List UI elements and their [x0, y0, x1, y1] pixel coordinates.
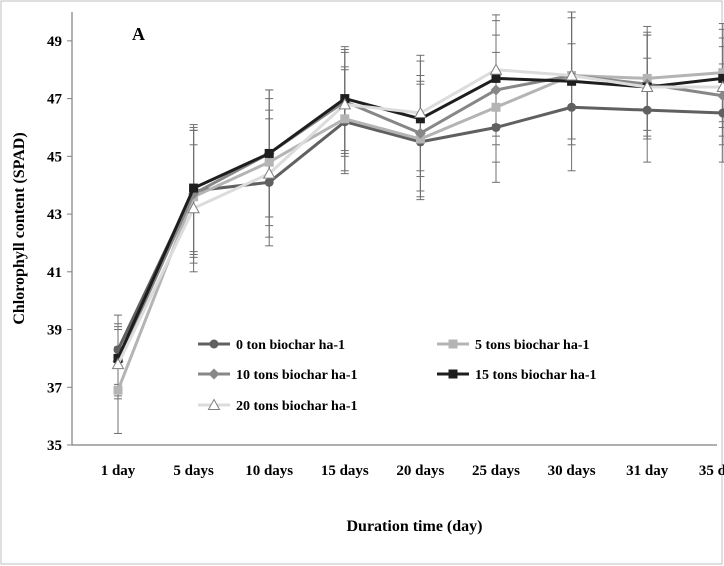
legend-swatch-marker: [448, 369, 458, 379]
x-tick-label: 20 days: [396, 463, 444, 479]
legend-item-1: 5 tons biochar ha-1: [437, 338, 589, 353]
y-tick-label: 49: [47, 34, 62, 50]
x-tick-label: 31 day: [626, 463, 669, 479]
y-tick-label: 39: [47, 323, 62, 339]
data-point-series-4: [414, 106, 427, 119]
data-point-series-4: [565, 68, 578, 81]
data-point-series-4: [187, 201, 200, 214]
data-point-series-3: [415, 114, 425, 124]
x-tick-label: 15 days: [321, 463, 369, 479]
data-point-series-4: [640, 80, 654, 93]
y-tick-label: 43: [47, 207, 62, 223]
y-tick-label: 35: [47, 438, 62, 454]
data-point-series-3: [491, 73, 501, 83]
data-point-series-0: [718, 108, 724, 118]
data-point-series-4: [338, 97, 352, 110]
data-point-series-1: [340, 114, 350, 124]
data-point-series-4: [716, 80, 724, 93]
data-point-series-3: [264, 148, 274, 158]
legend-swatch-marker: [208, 368, 220, 380]
panel-label: A: [132, 24, 145, 44]
data-point-series-4: [489, 63, 503, 75]
data-point-series-0: [264, 177, 274, 187]
x-tick-label: 5 days: [173, 463, 214, 479]
x-tick-label: 10 days: [245, 463, 293, 479]
y-tick-label: 45: [47, 149, 62, 165]
data-point-series-4: [262, 167, 276, 179]
legend-swatch-marker: [209, 339, 219, 349]
y-tick-label: 41: [47, 265, 62, 281]
legend-label: 0 ton biochar ha-1: [236, 338, 345, 353]
data-point-series-0: [567, 102, 577, 112]
data-point-series-1: [642, 73, 652, 83]
legend-item-2: 10 tons biochar ha-1: [198, 368, 357, 383]
legend-label: 5 tons biochar ha-1: [475, 338, 589, 353]
x-tick-label: 1 day: [101, 463, 136, 479]
data-point-series-4: [111, 357, 125, 370]
data-point-series-0: [491, 122, 501, 132]
legend-label: 15 tons biochar ha-1: [475, 368, 596, 383]
x-tick-label: 35 days: [699, 463, 724, 479]
legend-label: 10 tons biochar ha-1: [236, 368, 357, 383]
y-tick-label: 37: [47, 380, 63, 396]
data-point-series-1: [718, 68, 724, 78]
x-axis-title: Duration time (day): [347, 518, 483, 535]
data-point-series-0: [642, 105, 652, 115]
data-point-series-1: [415, 134, 425, 144]
legend-label: 20 tons biochar ha-1: [236, 399, 357, 414]
legend-item-3: 15 tons biochar ha-1: [437, 368, 596, 383]
legend-swatch-marker: [448, 339, 458, 349]
data-point-series-3: [567, 76, 577, 86]
data-point-series-1: [264, 157, 274, 167]
data-point-series-2: [717, 90, 724, 102]
legend-swatch-marker: [207, 398, 221, 410]
data-point-series-2: [490, 84, 502, 96]
data-point-series-1: [491, 102, 501, 112]
legend-item-4: 20 tons biochar ha-1: [198, 398, 357, 414]
data-point-series-2: [414, 127, 426, 139]
legend-item-0: 0 ton biochar ha-1: [198, 338, 345, 353]
data-point-series-3: [718, 73, 724, 83]
x-tick-label: 30 days: [548, 463, 596, 479]
y-tick-label: 47: [47, 92, 63, 108]
data-point-series-3: [189, 183, 199, 193]
data-point-series-1: [113, 385, 123, 395]
x-tick-label: 25 days: [472, 463, 520, 479]
y-axis-title: Chlorophyll content (SPAD): [11, 132, 28, 324]
